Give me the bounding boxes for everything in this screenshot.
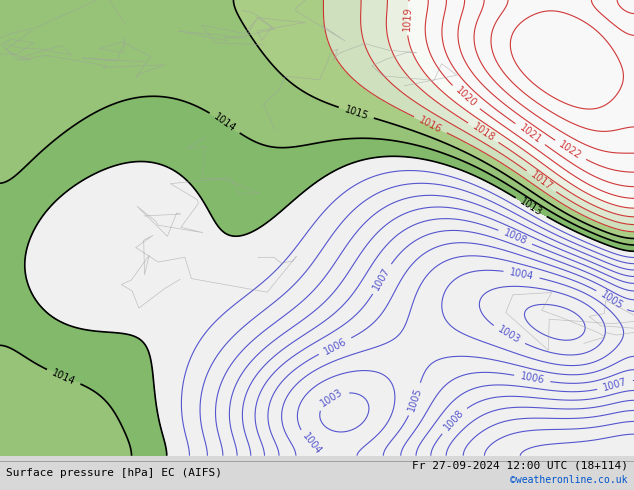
Text: 1008: 1008 <box>600 387 626 402</box>
Text: ©weatheronline.co.uk: ©weatheronline.co.uk <box>510 475 628 485</box>
Text: 1016: 1016 <box>417 115 444 135</box>
Text: 1007: 1007 <box>424 411 446 437</box>
Text: 1013: 1013 <box>518 196 544 218</box>
Text: 1020: 1020 <box>453 86 478 110</box>
Text: 1007: 1007 <box>372 266 392 292</box>
Text: 1014: 1014 <box>212 112 238 134</box>
Text: 1014: 1014 <box>50 367 77 387</box>
Text: 1005: 1005 <box>406 386 424 413</box>
Text: 1019: 1019 <box>402 6 413 31</box>
Text: 1008: 1008 <box>534 241 560 260</box>
Text: Fr 27-09-2024 12:00 UTC (18+114): Fr 27-09-2024 12:00 UTC (18+114) <box>411 461 628 470</box>
Text: 1006: 1006 <box>519 371 545 386</box>
Text: 1003: 1003 <box>496 325 522 346</box>
Text: 1006: 1006 <box>322 336 348 356</box>
Text: 1005: 1005 <box>598 289 624 311</box>
Text: 1004: 1004 <box>301 431 324 456</box>
Text: 1004: 1004 <box>490 340 517 358</box>
Text: 1006: 1006 <box>519 371 545 386</box>
Text: 1007: 1007 <box>602 376 628 392</box>
Text: 1004: 1004 <box>508 267 534 281</box>
Text: 1003: 1003 <box>319 387 345 409</box>
Text: 1008: 1008 <box>502 227 529 246</box>
Text: 1017: 1017 <box>529 170 554 193</box>
Text: Surface pressure [hPa] EC (AIFS): Surface pressure [hPa] EC (AIFS) <box>6 468 223 478</box>
Text: 1003: 1003 <box>319 387 345 409</box>
Text: 1018: 1018 <box>470 122 496 144</box>
Text: 1004: 1004 <box>301 431 324 456</box>
Text: 1005: 1005 <box>598 289 624 311</box>
Text: 1006: 1006 <box>322 336 348 356</box>
Text: 1007: 1007 <box>526 245 552 263</box>
Text: 1003: 1003 <box>496 325 522 346</box>
Text: 1022: 1022 <box>557 139 583 161</box>
Text: 1015: 1015 <box>343 104 370 122</box>
Text: 1021: 1021 <box>517 122 543 146</box>
Text: 1005: 1005 <box>406 386 424 413</box>
Text: 1008: 1008 <box>442 408 466 433</box>
